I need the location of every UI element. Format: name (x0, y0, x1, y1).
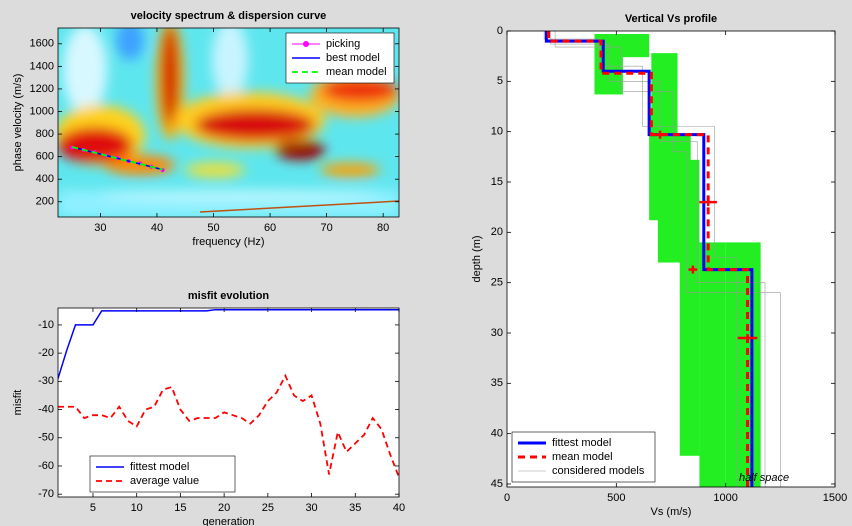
legend-label: best model (326, 52, 380, 64)
legend-box (89, 455, 236, 493)
x-axis-label: Vs (m/s) (651, 506, 692, 518)
x-tick-label: 30 (94, 222, 106, 234)
series-line (550, 31, 766, 487)
y-axis-label: misfit (12, 390, 24, 416)
series-line (71, 146, 163, 171)
y-tick-label: 0 (497, 25, 503, 37)
chart-title: Vertical Vs profile (625, 13, 717, 25)
x-tick-label: 40 (151, 222, 163, 234)
y-tick-label: 20 (491, 226, 503, 238)
y-tick-label: -40 (38, 403, 54, 415)
series-line (543, 31, 737, 487)
x-tick-label: 25 (262, 502, 274, 514)
y-tick-label: 1000 (30, 105, 54, 117)
y-tick-label: 400 (36, 173, 54, 185)
legend-label: average value (130, 475, 199, 487)
spectrum-image (58, 28, 399, 217)
legend-label: fittest model (552, 437, 611, 449)
x-axis-label: generation (203, 516, 255, 526)
y-tick-label: 1200 (30, 83, 54, 95)
legend-label: fittest model (130, 461, 189, 473)
y-tick-label: 15 (491, 176, 503, 188)
x-tick-label: 35 (349, 502, 361, 514)
x-tick-label: 500 (607, 492, 625, 504)
std-range (649, 113, 661, 221)
y-tick-label: 25 (491, 277, 503, 289)
chart-title: misfit evolution (188, 290, 270, 302)
legend-label: considered models (552, 465, 645, 477)
series-line (547, 31, 750, 487)
y-tick-label: 30 (491, 327, 503, 339)
axes-box (57, 307, 400, 498)
y-tick-label: -30 (38, 375, 54, 387)
y-tick-label: 10 (491, 126, 503, 138)
axes-box (57, 27, 400, 218)
x-tick-label: 40 (393, 502, 405, 514)
x-axis-label: frequency (Hz) (192, 236, 264, 248)
x-tick-label: 70 (320, 222, 332, 234)
y-tick-label: -50 (38, 432, 54, 444)
x-tick-label: 5 (90, 502, 96, 514)
x-tick-label: 20 (218, 502, 230, 514)
legend-label: mean model (552, 451, 613, 463)
y-axis-label: depth (m) (471, 235, 483, 282)
x-tick-label: 1000 (713, 492, 737, 504)
plot-layer (543, 31, 781, 487)
y-tick-label: 35 (491, 377, 503, 389)
std-range (679, 159, 700, 456)
std-range (699, 242, 726, 487)
plot-layer (58, 308, 399, 478)
y-tick-label: 600 (36, 151, 54, 163)
std-range (725, 242, 761, 487)
x-tick-label: 0 (504, 492, 510, 504)
chart-title: velocity spectrum & dispersion curve (131, 10, 327, 22)
axes-box (506, 30, 836, 488)
legend-label: picking (326, 38, 360, 50)
series-line (58, 308, 399, 379)
y-tick-label: 1600 (30, 38, 54, 50)
y-axis-label: phase velocity (m/s) (12, 74, 24, 172)
y-tick-label: 45 (491, 478, 503, 490)
x-tick-label: 10 (131, 502, 143, 514)
x-tick-label: 15 (174, 502, 186, 514)
y-tick-label: 40 (491, 428, 503, 440)
y-tick-label: -60 (38, 460, 54, 472)
y-tick-label: 200 (36, 196, 54, 208)
series-line (554, 31, 781, 487)
y-tick-label: 5 (497, 75, 503, 87)
y-tick-label: -70 (38, 488, 54, 500)
std-range (620, 34, 650, 58)
y-tick-label: -20 (38, 347, 54, 359)
y-tick-label: -10 (38, 319, 54, 331)
x-tick-label: 1500 (823, 492, 847, 504)
plot-layer (70, 145, 165, 173)
legend-label: mean model (326, 66, 387, 78)
x-tick-label: 60 (264, 222, 276, 234)
annotation: half space (739, 472, 789, 484)
x-tick-label: 50 (207, 222, 219, 234)
legend-marker (303, 41, 309, 47)
y-tick-label: 1400 (30, 60, 54, 72)
x-tick-label: 80 (377, 222, 389, 234)
x-tick-label: 30 (305, 502, 317, 514)
y-tick-label: 800 (36, 128, 54, 140)
